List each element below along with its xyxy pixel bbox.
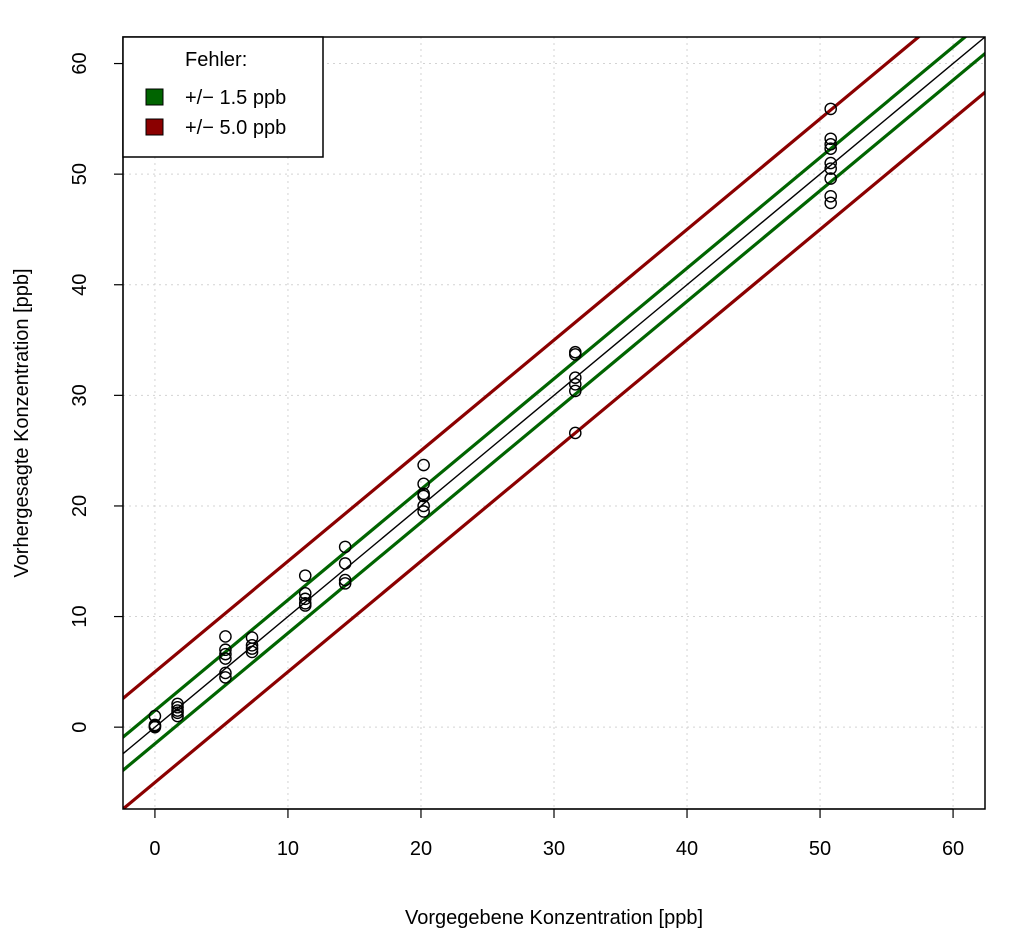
data-point-10 — [219, 643, 232, 657]
y-tick-label-2: 20 — [69, 495, 91, 517]
legend: Fehler: +/− 1.5 ppb +/− 5.0 ppb — [122, 36, 324, 158]
reference-line-4 — [123, 90, 985, 809]
data-point-9 — [219, 630, 232, 643]
data-point-4 — [171, 697, 184, 711]
data-point-23 — [298, 599, 312, 612]
y-tick-label-1: 10 — [69, 605, 91, 627]
data-point-3 — [148, 720, 162, 734]
data-point-26 — [338, 573, 352, 587]
x-tick-label-6: 60 — [942, 838, 964, 860]
data-point-40 — [824, 102, 837, 116]
x-tick-label-3: 30 — [543, 838, 565, 860]
x-tick-label-0: 0 — [149, 838, 160, 860]
data-point-47 — [824, 189, 837, 203]
x-tick-label-5: 50 — [809, 838, 831, 860]
legend-label-1: +/− 1.5 ppb — [185, 87, 286, 109]
data-point-14 — [219, 671, 232, 684]
x-axis: 0 10 20 30 40 50 60 — [149, 808, 964, 860]
data-point-18 — [245, 645, 259, 659]
data-point-12 — [219, 652, 232, 665]
data-point-41 — [824, 132, 837, 146]
y-tick-label-6: 60 — [69, 52, 91, 74]
data-point-29 — [417, 477, 430, 491]
legend-title: Fehler: — [185, 49, 247, 71]
data-point-11 — [219, 647, 232, 661]
data-point-25 — [338, 557, 352, 570]
data-point-8 — [171, 709, 184, 723]
data-point-20 — [298, 587, 312, 600]
data-points — [148, 102, 837, 734]
legend-swatch-1 — [145, 88, 164, 106]
y-tick-label-0: 0 — [69, 722, 91, 733]
data-point-43 — [824, 142, 837, 156]
data-point-37 — [568, 377, 582, 391]
y-axis: 0 10 20 30 40 50 60 — [69, 52, 124, 733]
data-point-35 — [568, 348, 582, 361]
x-axis-label: Vorgegebene Konzentration [ppb] — [405, 907, 703, 929]
data-point-32 — [417, 499, 430, 513]
grid — [123, 37, 985, 809]
data-point-39 — [568, 426, 582, 440]
data-point-13 — [219, 666, 232, 680]
y-tick-label-3: 30 — [69, 384, 91, 406]
reference-line-3 — [123, 37, 921, 701]
data-point-24 — [338, 540, 352, 554]
data-point-16 — [245, 639, 259, 652]
x-tick-label-4: 40 — [676, 838, 698, 860]
y-tick-label-5: 50 — [69, 163, 91, 185]
y-tick-label-4: 40 — [69, 274, 91, 296]
data-point-45 — [824, 162, 837, 175]
data-point-48 — [824, 196, 837, 210]
data-point-17 — [245, 642, 259, 655]
legend-label-2: +/− 5.0 ppb — [185, 117, 286, 139]
data-point-33 — [417, 505, 430, 518]
data-point-42 — [824, 137, 837, 151]
reference-line-0 — [123, 37, 985, 755]
x-tick-label-1: 10 — [277, 838, 299, 860]
x-tick-label-2: 20 — [410, 838, 432, 860]
y-axis-label: Vorhergesagte Konzentration [ppb] — [11, 268, 33, 577]
data-point-27 — [338, 577, 352, 590]
data-point-21 — [298, 592, 312, 606]
data-point-31 — [417, 489, 430, 503]
data-point-19 — [298, 569, 312, 582]
data-point-36 — [568, 371, 582, 384]
data-point-28 — [417, 458, 430, 472]
data-point-7 — [171, 706, 184, 720]
legend-swatch-2 — [145, 118, 164, 136]
data-point-5 — [171, 700, 184, 714]
data-point-46 — [824, 172, 837, 185]
data-point-38 — [568, 384, 582, 398]
data-point-44 — [824, 156, 837, 170]
reference-line-2 — [123, 51, 985, 773]
